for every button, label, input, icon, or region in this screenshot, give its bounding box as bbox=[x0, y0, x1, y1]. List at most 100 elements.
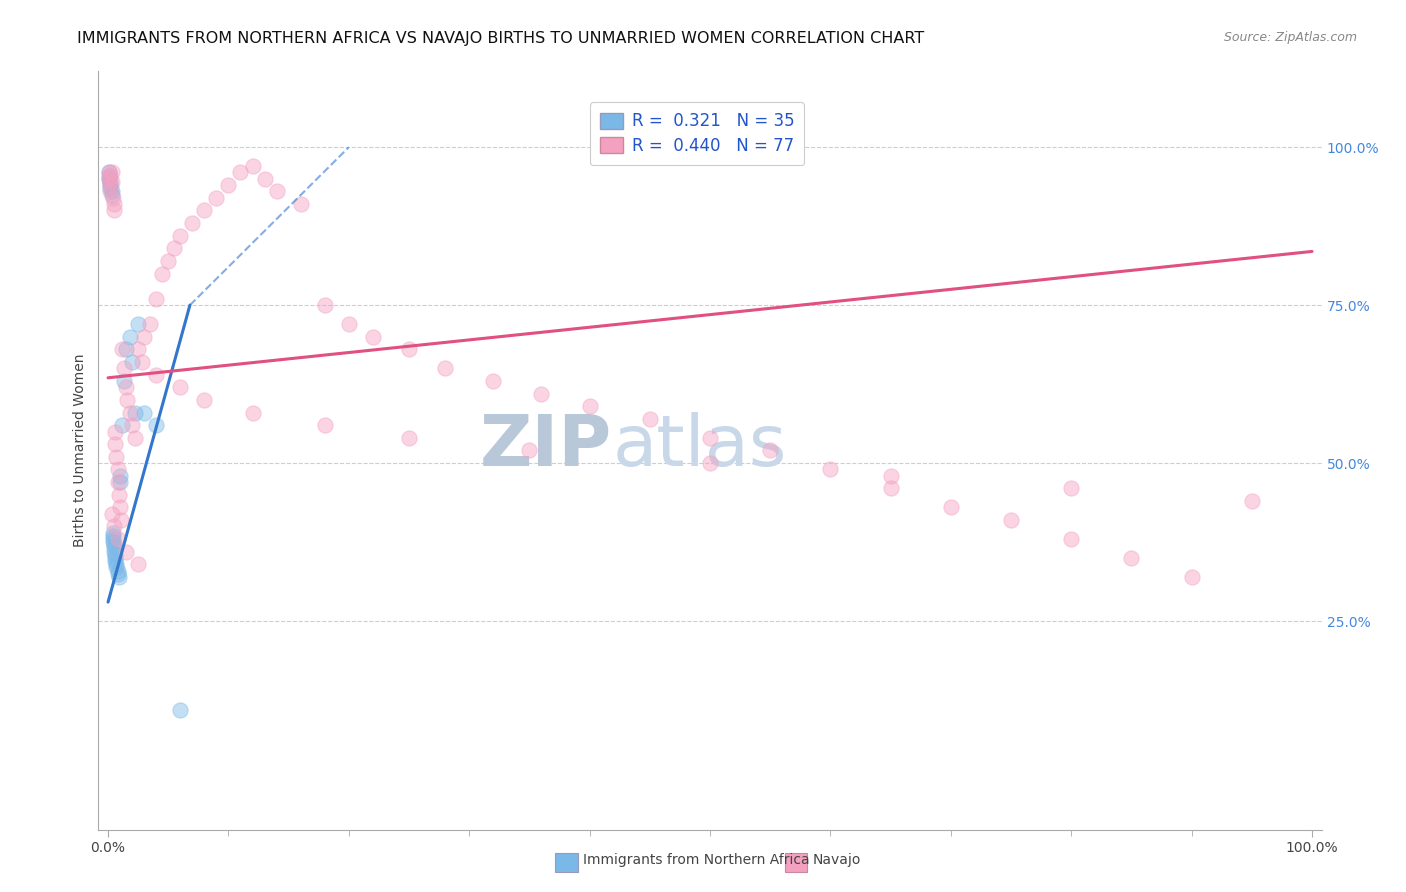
Point bbox=[1000, 513, 1022, 527]
Point bbox=[98, 171, 121, 186]
Point bbox=[145, 292, 167, 306]
Point bbox=[193, 203, 215, 218]
Point bbox=[229, 165, 252, 179]
Point bbox=[290, 197, 312, 211]
Point bbox=[1240, 494, 1263, 508]
Point bbox=[361, 330, 384, 344]
Text: Navajo: Navajo bbox=[813, 853, 860, 867]
Text: atlas: atlas bbox=[612, 412, 786, 481]
Bar bbox=[785, 853, 807, 872]
Point bbox=[115, 380, 138, 394]
Point bbox=[939, 500, 962, 515]
Y-axis label: Births to Unmarried Women: Births to Unmarried Women bbox=[73, 354, 87, 547]
Point bbox=[163, 241, 186, 255]
Point bbox=[107, 462, 129, 476]
Point bbox=[103, 203, 125, 218]
Point bbox=[107, 564, 129, 578]
Point bbox=[108, 488, 131, 502]
Point bbox=[121, 418, 143, 433]
Point bbox=[100, 165, 122, 179]
Point bbox=[530, 386, 553, 401]
Point bbox=[118, 330, 141, 344]
Point bbox=[100, 178, 122, 193]
Bar bbox=[555, 853, 578, 872]
Point bbox=[101, 529, 124, 543]
Point bbox=[1060, 482, 1083, 496]
Point bbox=[127, 317, 149, 331]
Point bbox=[107, 475, 129, 489]
Point bbox=[100, 507, 122, 521]
Point bbox=[101, 191, 124, 205]
Point bbox=[1121, 550, 1143, 565]
Point bbox=[205, 191, 228, 205]
Point bbox=[103, 544, 125, 558]
Text: Source: ZipAtlas.com: Source: ZipAtlas.com bbox=[1223, 31, 1357, 45]
Point bbox=[266, 185, 288, 199]
Point bbox=[104, 550, 127, 565]
Point bbox=[337, 317, 360, 331]
Point bbox=[242, 406, 264, 420]
Point bbox=[103, 538, 125, 552]
Point bbox=[699, 431, 721, 445]
Point bbox=[108, 475, 131, 489]
Point bbox=[108, 570, 131, 584]
Point bbox=[105, 557, 128, 572]
Point bbox=[100, 169, 122, 183]
Point bbox=[759, 443, 782, 458]
Point bbox=[100, 181, 122, 195]
Point bbox=[100, 185, 122, 199]
Point bbox=[118, 406, 141, 420]
Point bbox=[115, 343, 138, 357]
Point bbox=[127, 557, 149, 572]
Point bbox=[103, 541, 125, 556]
Point bbox=[879, 482, 901, 496]
Point bbox=[242, 159, 264, 173]
Legend: R =  0.321   N = 35, R =  0.440   N = 77: R = 0.321 N = 35, R = 0.440 N = 77 bbox=[591, 103, 804, 165]
Point bbox=[169, 380, 191, 394]
Point bbox=[124, 431, 146, 445]
Point bbox=[98, 169, 121, 183]
Point bbox=[150, 267, 173, 281]
Point bbox=[638, 412, 661, 426]
Point bbox=[108, 468, 131, 483]
Point bbox=[100, 178, 122, 193]
Point bbox=[101, 535, 124, 549]
Point bbox=[112, 374, 135, 388]
Point bbox=[145, 368, 167, 382]
Point bbox=[398, 431, 420, 445]
Point bbox=[131, 355, 153, 369]
Point bbox=[105, 560, 128, 574]
Point bbox=[117, 392, 139, 407]
Point bbox=[98, 171, 121, 186]
Text: IMMIGRANTS FROM NORTHERN AFRICA VS NAVAJO BIRTHS TO UNMARRIED WOMEN CORRELATION : IMMIGRANTS FROM NORTHERN AFRICA VS NAVAJ… bbox=[77, 31, 925, 46]
Point bbox=[127, 343, 149, 357]
Point bbox=[217, 178, 239, 193]
Point bbox=[98, 165, 121, 179]
Point bbox=[103, 197, 125, 211]
Point bbox=[108, 500, 131, 515]
Point bbox=[699, 456, 721, 470]
Point bbox=[314, 418, 336, 433]
Point bbox=[193, 392, 215, 407]
Point bbox=[134, 330, 156, 344]
Text: ZIP: ZIP bbox=[479, 412, 612, 481]
Point bbox=[104, 437, 127, 451]
Text: Immigrants from Northern Africa: Immigrants from Northern Africa bbox=[583, 853, 810, 867]
Point bbox=[107, 566, 129, 581]
Point bbox=[169, 702, 191, 716]
Point bbox=[434, 361, 457, 376]
Point bbox=[121, 355, 143, 369]
Point bbox=[98, 165, 121, 179]
Point bbox=[519, 443, 541, 458]
Point bbox=[111, 343, 134, 357]
Point bbox=[104, 548, 127, 562]
Point bbox=[104, 554, 127, 568]
Point bbox=[398, 343, 420, 357]
Point bbox=[124, 406, 146, 420]
Point bbox=[314, 298, 336, 312]
Point bbox=[139, 317, 162, 331]
Point bbox=[145, 418, 167, 433]
Point bbox=[100, 175, 122, 189]
Point bbox=[482, 374, 505, 388]
Point bbox=[101, 532, 124, 546]
